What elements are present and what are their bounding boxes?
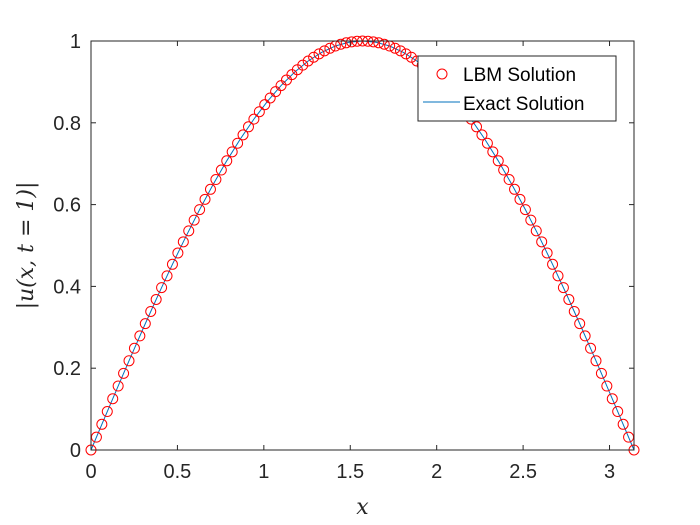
- lbm-point: [557, 282, 569, 294]
- lbm-point: [519, 204, 531, 216]
- lbm-point: [139, 318, 151, 330]
- x-tick-label: 0.5: [164, 461, 192, 483]
- x-tick-label: 2: [431, 461, 442, 483]
- lbm-point: [226, 146, 238, 158]
- y-axis-label: |u(x, t = 1)|: [14, 182, 39, 310]
- lbm-point: [150, 293, 162, 305]
- lbm-point: [405, 51, 417, 63]
- lbm-point: [335, 38, 347, 50]
- lbm-point: [579, 330, 591, 342]
- lbm-point: [563, 293, 575, 305]
- axes-box: [90, 40, 635, 451]
- x-tick-label: 3: [604, 461, 615, 483]
- lbm-point: [194, 204, 206, 216]
- lbm-point: [166, 258, 178, 270]
- lbm-point: [530, 225, 542, 237]
- lbm-point: [487, 146, 499, 158]
- lbm-point: [270, 86, 282, 98]
- lbm-point: [595, 367, 607, 379]
- y-tick-label: 0.4: [53, 276, 81, 298]
- lbm-point: [509, 183, 521, 195]
- lbm-point: [498, 164, 510, 176]
- lbm-point: [188, 214, 200, 226]
- lbm-point: [552, 270, 564, 282]
- lbm-point: [232, 137, 244, 149]
- lbm-point: [308, 51, 320, 63]
- y-tick-label: 0.8: [53, 113, 81, 135]
- ticks: 0 0.5 1 1.5 2 2.5 3 0 0.2 0.4 0.6 0.8 1: [53, 31, 634, 483]
- lbm-point: [221, 155, 233, 167]
- lbm-point: [547, 258, 559, 270]
- lbm-point: [574, 318, 586, 330]
- lbm-point: [617, 418, 629, 430]
- lbm-point: [313, 48, 325, 60]
- lbm-point: [172, 247, 184, 259]
- lbm-point: [253, 106, 265, 118]
- x-tick-label: 2.5: [509, 461, 537, 483]
- lbm-point: [107, 393, 119, 405]
- lbm-point: [590, 355, 602, 367]
- lbm-point: [503, 174, 515, 186]
- lbm-point: [346, 36, 358, 48]
- lbm-point: [237, 129, 249, 141]
- y-tick-label: 0.6: [53, 195, 81, 217]
- lbm-point: [204, 183, 216, 195]
- lbm-point: [210, 174, 222, 186]
- lbm-point: [215, 164, 227, 176]
- lbm-point: [367, 36, 379, 48]
- lbm-point: [161, 270, 173, 282]
- x-axis-label: x: [356, 495, 369, 520]
- lbm-point: [96, 418, 108, 430]
- lbm-point: [177, 236, 189, 248]
- legend-box: [417, 55, 617, 122]
- lbm-point: [123, 355, 135, 367]
- lbm-point: [259, 99, 271, 111]
- lbm-point: [606, 393, 618, 405]
- lbm-point: [585, 342, 597, 354]
- lbm-point: [199, 193, 211, 205]
- lbm-point: [389, 42, 401, 54]
- lbm-point: [302, 55, 314, 67]
- legend-label-exact: Exact Solution: [463, 94, 584, 115]
- lbm-point: [525, 214, 537, 226]
- y-tick-label: 0: [70, 440, 81, 462]
- lbm-point: [156, 282, 168, 294]
- lbm-point: [492, 155, 504, 167]
- lbm-point: [395, 45, 407, 57]
- legend-marker-lbm: [436, 68, 448, 80]
- lbm-point: [481, 137, 493, 149]
- lbm-point: [318, 45, 330, 57]
- lbm-point: [242, 121, 254, 133]
- lbm-point: [378, 38, 390, 50]
- lbm-point: [324, 42, 336, 54]
- x-tick-label: 0: [85, 461, 96, 483]
- lbm-point: [248, 113, 260, 125]
- lbm-point: [476, 129, 488, 141]
- lbm-point: [112, 380, 124, 392]
- lbm-point: [541, 247, 553, 259]
- lbm-point: [400, 48, 412, 60]
- lbm-point: [612, 406, 624, 418]
- lbm-point: [145, 305, 157, 317]
- lbm-point: [118, 367, 130, 379]
- lbm-point: [471, 121, 483, 133]
- lbm-point: [514, 193, 526, 205]
- y-tick-label: 1: [70, 31, 81, 53]
- lbm-point: [101, 406, 113, 418]
- lbm-point: [264, 92, 276, 104]
- x-tick-label: 1.5: [336, 461, 364, 483]
- y-tick-label: 0.2: [53, 358, 81, 380]
- lbm-point: [601, 380, 613, 392]
- x-tick-label: 1: [258, 461, 269, 483]
- lbm-point: [183, 225, 195, 237]
- legend-label-lbm: LBM Solution: [463, 65, 576, 86]
- lbm-point: [536, 236, 548, 248]
- lbm-point: [340, 37, 352, 49]
- legend: LBM Solution Exact Solution: [417, 55, 617, 122]
- lbm-point: [128, 342, 140, 354]
- lbm-point: [373, 37, 385, 49]
- lbm-point: [568, 305, 580, 317]
- lbm-point: [134, 330, 146, 342]
